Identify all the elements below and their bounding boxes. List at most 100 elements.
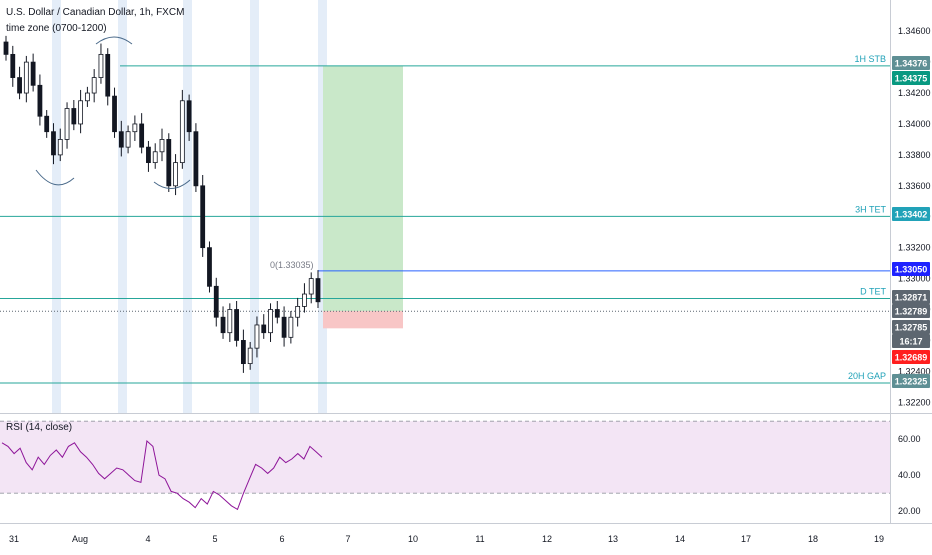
candle-body [44, 115, 50, 133]
candle[interactable] [57, 128, 63, 162]
price-tag-box [892, 374, 930, 388]
candle-body [240, 340, 246, 365]
candle[interactable] [84, 86, 90, 107]
candle[interactable] [207, 241, 212, 293]
candle-body [213, 285, 219, 318]
drawing-arc[interactable] [153, 179, 191, 189]
candle[interactable] [315, 270, 321, 308]
candle[interactable] [64, 102, 70, 149]
candle-body [84, 92, 90, 102]
price-tag[interactable]: 1.32789 [892, 304, 930, 318]
candle[interactable] [159, 128, 165, 162]
price-tag-box [892, 334, 930, 348]
candle[interactable] [139, 113, 145, 154]
price-tag[interactable]: 1.32785 [892, 320, 930, 334]
candle-body [234, 309, 240, 341]
price-tag[interactable]: 1.32871 [892, 290, 930, 304]
price-tag[interactable]: 1.34375 [892, 71, 930, 85]
candle[interactable] [288, 311, 294, 344]
long-position-target-zone[interactable] [323, 65, 403, 312]
candle[interactable] [213, 277, 219, 327]
price-tag[interactable]: 1.33402 [892, 207, 930, 221]
candle-body [207, 247, 212, 287]
candle-body [220, 316, 226, 334]
candle[interactable] [17, 66, 22, 100]
candle[interactable] [125, 125, 131, 154]
candle[interactable] [274, 300, 280, 324]
candle-body [247, 347, 253, 365]
candle-body [200, 185, 206, 249]
session-zone-band [183, 0, 192, 414]
candle[interactable] [308, 272, 314, 304]
price-tag[interactable]: 1.33050 [892, 262, 930, 276]
candle[interactable] [220, 306, 226, 339]
candle-body [23, 61, 29, 94]
candle[interactable] [3, 35, 9, 61]
candle[interactable] [44, 110, 50, 138]
candle[interactable] [132, 115, 138, 141]
time-tick-label: 19 [874, 534, 884, 544]
candle-body [112, 95, 117, 133]
candle-body [166, 139, 172, 187]
candle-body [295, 306, 301, 318]
candle[interactable] [118, 120, 124, 157]
candle[interactable] [37, 74, 43, 126]
candle[interactable] [10, 45, 16, 87]
candle[interactable] [200, 174, 206, 257]
candle[interactable] [281, 306, 287, 347]
candle[interactable] [166, 133, 172, 192]
candle[interactable] [91, 69, 97, 103]
time-tick-label: 7 [345, 534, 350, 544]
candle[interactable] [105, 48, 111, 106]
price-tag[interactable]: 16:17 [892, 334, 930, 348]
candle-body [315, 278, 321, 303]
drawing-arc[interactable] [95, 36, 133, 45]
drawing-arc[interactable] [35, 169, 75, 186]
candle[interactable] [152, 143, 158, 169]
candle[interactable] [295, 297, 301, 327]
candle-body [152, 151, 158, 164]
candle-body [57, 139, 63, 156]
candle[interactable] [71, 99, 77, 131]
price-tag-box [892, 290, 930, 304]
price-tag-box [892, 56, 930, 70]
candle[interactable] [51, 123, 56, 165]
price-tag-box [892, 320, 930, 334]
price-tag[interactable]: 1.34376 [892, 56, 930, 70]
price-tag-value: 1.34376 [895, 59, 928, 69]
candle[interactable] [23, 55, 29, 103]
price-tag-value: 1.34375 [895, 74, 928, 84]
candle-body [186, 100, 192, 133]
candle[interactable] [247, 341, 253, 370]
horizontal-level-label: 3H TET [855, 204, 886, 214]
rsi-line[interactable] [1, 440, 323, 511]
candle[interactable] [179, 89, 185, 169]
price-tag-box [892, 207, 930, 221]
candle[interactable] [30, 53, 36, 92]
price-tag[interactable]: 1.32325 [892, 374, 930, 388]
candle[interactable] [302, 283, 307, 313]
chart-title: U.S. Dollar / Canadian Dollar, 1h, FXCM [6, 7, 185, 18]
price-tag[interactable]: 1.32689 [892, 350, 930, 364]
candle[interactable] [240, 329, 246, 373]
price-tag-box [892, 304, 930, 318]
candle[interactable] [186, 94, 192, 141]
candle[interactable] [78, 89, 84, 134]
long-position-stop-zone[interactable] [323, 311, 403, 329]
candle-body [3, 41, 9, 55]
candle[interactable] [268, 303, 273, 342]
candle[interactable] [254, 316, 260, 358]
price-tag-box [892, 71, 930, 85]
candle[interactable] [146, 140, 151, 172]
horizontal-level-label: 20H GAP [848, 371, 886, 381]
candle[interactable] [112, 87, 117, 138]
time-tick-label: 6 [279, 534, 284, 544]
candle[interactable] [193, 123, 199, 192]
candle[interactable] [234, 300, 240, 347]
candle[interactable] [261, 314, 267, 339]
candle[interactable] [98, 43, 104, 84]
candle-body [30, 61, 36, 86]
price-tick-label: 1.32200 [898, 397, 931, 407]
candle[interactable] [227, 303, 233, 342]
